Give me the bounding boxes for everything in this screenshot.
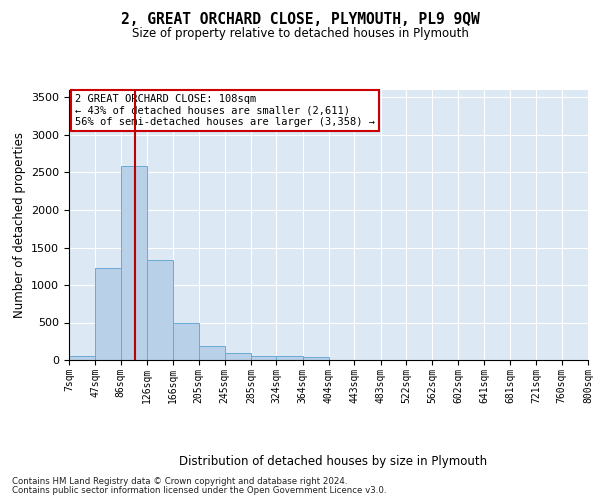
Text: Contains HM Land Registry data © Crown copyright and database right 2024.: Contains HM Land Registry data © Crown c… — [12, 477, 347, 486]
Text: Contains public sector information licensed under the Open Government Licence v3: Contains public sector information licen… — [12, 486, 386, 495]
Bar — [277, 356, 302, 360]
Bar — [121, 166, 147, 360]
Text: Size of property relative to detached houses in Plymouth: Size of property relative to detached ho… — [131, 28, 469, 40]
Bar — [69, 356, 95, 360]
Y-axis label: Number of detached properties: Number of detached properties — [13, 132, 26, 318]
Bar — [147, 260, 173, 360]
Bar — [199, 346, 225, 360]
Bar — [173, 322, 199, 360]
Text: 2 GREAT ORCHARD CLOSE: 108sqm
← 43% of detached houses are smaller (2,611)
56% o: 2 GREAT ORCHARD CLOSE: 108sqm ← 43% of d… — [75, 94, 375, 127]
Text: Distribution of detached houses by size in Plymouth: Distribution of detached houses by size … — [179, 454, 487, 468]
Bar — [95, 268, 121, 360]
Bar — [302, 357, 329, 360]
Text: 2, GREAT ORCHARD CLOSE, PLYMOUTH, PL9 9QW: 2, GREAT ORCHARD CLOSE, PLYMOUTH, PL9 9Q… — [121, 12, 479, 28]
Bar — [251, 356, 277, 360]
Bar — [225, 352, 251, 360]
